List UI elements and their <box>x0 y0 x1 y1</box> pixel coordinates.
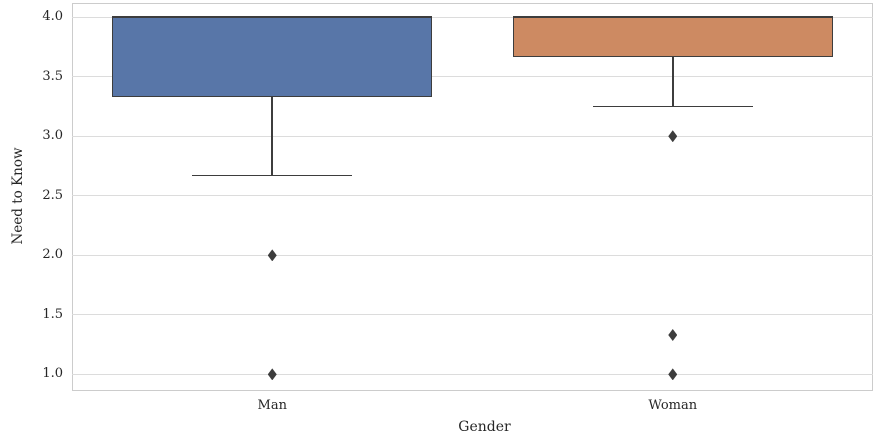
y-gridline <box>72 254 873 256</box>
box-woman <box>512 17 833 57</box>
x-tick-label: Woman <box>648 398 698 413</box>
whisker-cap <box>592 105 753 108</box>
median-line <box>112 16 433 19</box>
y-tick-label: 2.0 <box>42 247 63 263</box>
y-gridline <box>72 135 873 137</box>
y-tick-label: 3.0 <box>42 128 63 144</box>
y-gridline <box>72 373 873 375</box>
y-gridline <box>72 16 873 18</box>
x-tick-label: Man <box>257 398 287 413</box>
outlier-marker <box>267 249 277 262</box>
y-gridline <box>72 314 873 316</box>
y-gridline <box>72 195 873 197</box>
box-man <box>112 17 433 98</box>
y-tick-label: 1.5 <box>42 306 63 322</box>
y-tick-label: 1.0 <box>42 366 63 382</box>
y-tick-label: 2.5 <box>42 187 63 203</box>
y-gridline <box>72 76 873 78</box>
outlier-marker <box>267 368 277 381</box>
whisker-stem <box>671 56 674 107</box>
x-axis-label: Gender <box>458 419 511 435</box>
outlier-marker <box>668 368 678 381</box>
y-tick-label: 4.0 <box>42 9 63 25</box>
median-line <box>512 16 833 19</box>
y-tick-label: 3.5 <box>42 68 63 84</box>
outlier-marker <box>668 329 678 342</box>
whisker-stem <box>271 97 274 176</box>
whisker-cap <box>192 174 353 177</box>
outlier-marker <box>668 130 678 143</box>
